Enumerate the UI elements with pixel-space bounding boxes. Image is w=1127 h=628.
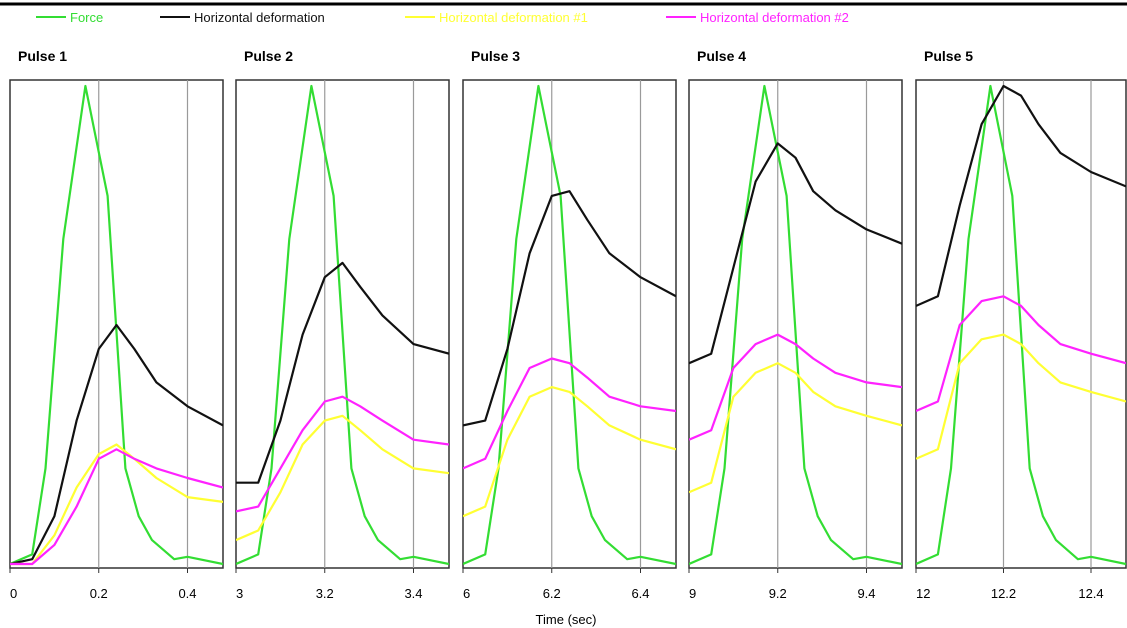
x-tick-label: 12.4 bbox=[1078, 586, 1103, 601]
x-tick-label: 3 bbox=[236, 586, 243, 601]
x-tick-label: 0.2 bbox=[90, 586, 108, 601]
pulse-panel: Pulse 4 9 9.2 9.4 bbox=[688, 48, 903, 601]
series-line-force bbox=[689, 84, 902, 566]
series-line-force bbox=[916, 84, 1126, 566]
x-tick-label: 6.2 bbox=[543, 586, 561, 601]
series-line-horizontal-deformation bbox=[236, 261, 449, 484]
pulse-title: Pulse 3 bbox=[471, 48, 520, 64]
x-tick-label: 9.4 bbox=[857, 586, 875, 601]
x-tick-label: 6.4 bbox=[631, 586, 649, 601]
series-line-force bbox=[463, 84, 676, 566]
series-line-horizontal-deformation bbox=[916, 84, 1126, 307]
pulse-title: Pulse 4 bbox=[697, 48, 746, 64]
pulse-title: Pulse 5 bbox=[924, 48, 973, 64]
pulse-panel: Pulse 3 6 6.2 6.4 bbox=[462, 48, 677, 601]
series-line-horizontal-deformation-2 bbox=[916, 295, 1126, 413]
series-line-horizontal-deformation bbox=[463, 190, 676, 427]
x-tick-label: 12.2 bbox=[991, 586, 1016, 601]
x-tick-label: 3.2 bbox=[316, 586, 334, 601]
legend-label-horizontal-deformation-2: Horizontal deformation #2 bbox=[700, 10, 849, 25]
legend: Force Horizontal deformation Horizontal … bbox=[36, 10, 849, 25]
series-line-horizontal-deformation-1 bbox=[689, 362, 902, 494]
x-tick-label: 0.4 bbox=[178, 586, 196, 601]
legend-label-horizontal-deformation-1: Horizontal deformation #1 bbox=[439, 10, 588, 25]
series-line-horizontal-deformation-1 bbox=[10, 443, 223, 566]
series-line-horizontal-deformation-2 bbox=[689, 333, 902, 441]
pulse-panel: Pulse 2 3 3.2 3.4 bbox=[235, 48, 450, 601]
x-tick-label: 9 bbox=[689, 586, 696, 601]
pulse-panel: Pulse 5 12 12.2 12.4 bbox=[915, 48, 1127, 601]
x-tick-label: 12 bbox=[916, 586, 930, 601]
x-tick-label: 6 bbox=[463, 586, 470, 601]
series-line-horizontal-deformation bbox=[689, 142, 902, 365]
series-line-horizontal-deformation-2 bbox=[463, 357, 676, 470]
series-line-force bbox=[10, 84, 223, 566]
pulse-title: Pulse 1 bbox=[18, 48, 67, 64]
x-tick-label: 0 bbox=[10, 586, 17, 601]
pulse-title: Pulse 2 bbox=[244, 48, 293, 64]
x-tick-label: 9.2 bbox=[769, 586, 787, 601]
series-line-horizontal-deformation-1 bbox=[916, 333, 1126, 460]
legend-label-force: Force bbox=[70, 10, 103, 25]
legend-label-horizontal-deformation: Horizontal deformation bbox=[194, 10, 325, 25]
series-line-force bbox=[236, 84, 449, 566]
pulse-panels: Pulse 1 0 0.2 0.4 Pulse 2 3 3.2 3.4 Pulse 3 6 6.2 6… bbox=[9, 48, 1127, 601]
pulse-panel: Pulse 1 0 0.2 0.4 bbox=[9, 48, 224, 601]
x-tick-label: 3.4 bbox=[404, 586, 422, 601]
series-line-horizontal-deformation-1 bbox=[463, 386, 676, 518]
series-line-horizontal-deformation bbox=[10, 323, 223, 566]
x-axis-title: Time (sec) bbox=[536, 612, 597, 627]
series-line-horizontal-deformation-2 bbox=[236, 395, 449, 513]
series-line-horizontal-deformation-2 bbox=[10, 448, 223, 566]
series-line-horizontal-deformation-1 bbox=[236, 414, 449, 542]
